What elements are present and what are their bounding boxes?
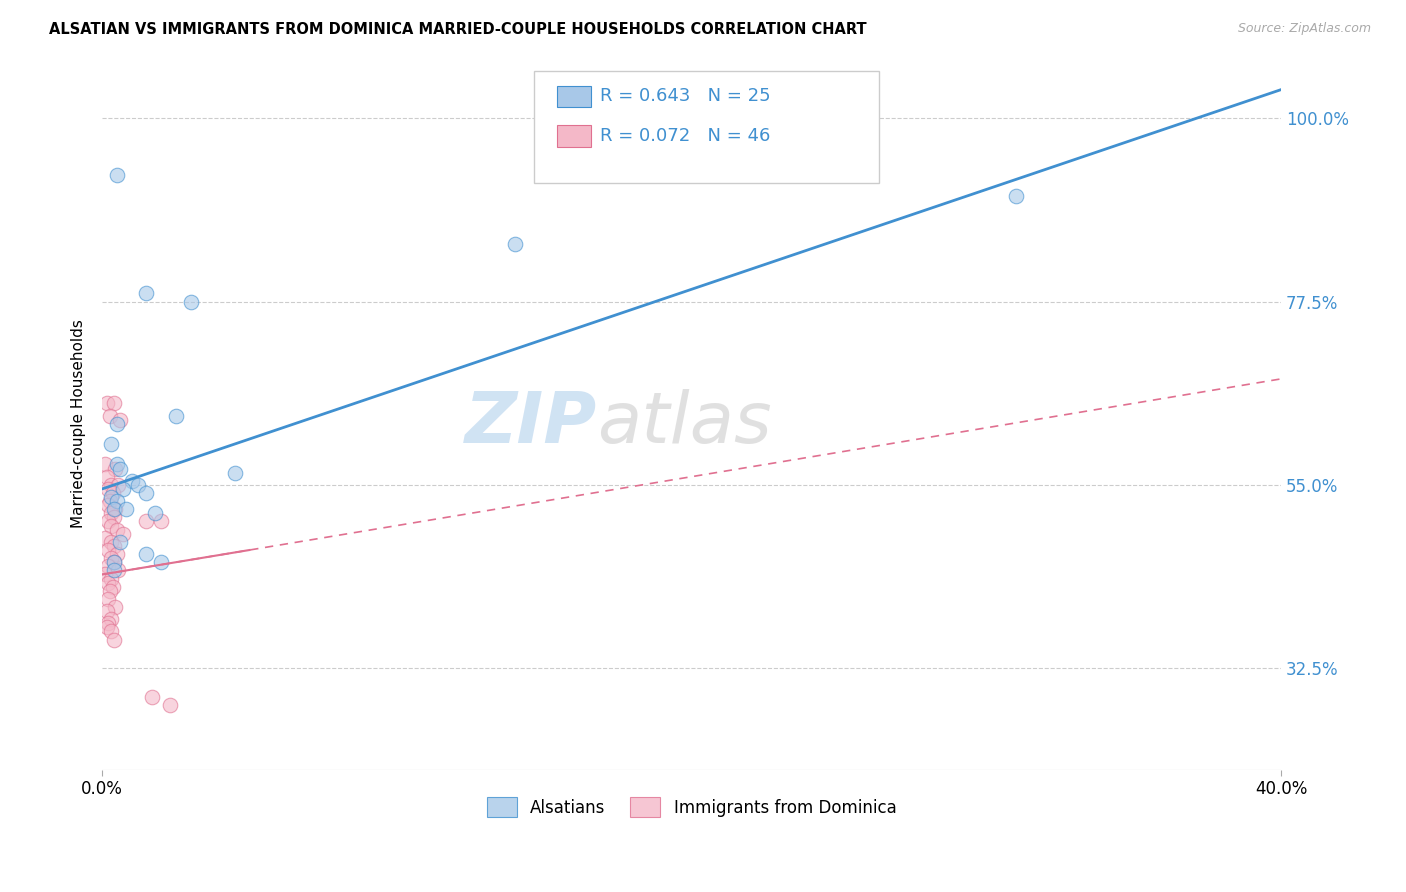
Point (108, 534, 131, 549)
Point (100, 572, 122, 586)
Point (105, 417, 128, 431)
Point (141, 690, 163, 704)
Point (150, 555, 173, 569)
Point (111, 526, 134, 541)
Point (103, 632, 125, 647)
Text: atlas: atlas (598, 389, 772, 458)
Point (103, 555, 125, 569)
Point (98, 583, 121, 598)
Point (135, 486, 157, 500)
Point (105, 168, 128, 182)
Point (1004, 188, 1026, 202)
Point (150, 515, 173, 529)
Point (104, 461, 127, 475)
Point (97, 498, 120, 512)
Point (97, 575, 120, 590)
Point (103, 563, 125, 577)
Point (103, 502, 125, 516)
Point (100, 612, 122, 626)
Point (135, 547, 157, 561)
Point (94, 458, 117, 472)
Point (96, 469, 118, 483)
Point (100, 551, 122, 566)
Point (105, 458, 128, 472)
Point (503, 237, 526, 252)
Point (105, 494, 128, 508)
Point (114, 502, 136, 516)
Point (107, 563, 129, 577)
Point (159, 698, 181, 712)
Point (96, 604, 118, 618)
Point (96, 620, 118, 634)
Point (100, 478, 122, 492)
Text: R = 0.643   N = 25: R = 0.643 N = 25 (600, 87, 770, 105)
Point (105, 523, 128, 537)
Point (108, 412, 131, 426)
Point (103, 539, 125, 553)
Point (100, 624, 122, 639)
Point (107, 478, 129, 492)
Point (121, 474, 143, 488)
Point (96, 396, 118, 410)
Text: R = 0.072   N = 46: R = 0.072 N = 46 (600, 127, 770, 145)
Point (94, 531, 117, 545)
Point (135, 286, 157, 301)
Point (135, 515, 157, 529)
Point (100, 518, 122, 533)
Point (103, 510, 125, 524)
Legend: Alsatians, Immigrants from Dominica: Alsatians, Immigrants from Dominica (479, 790, 903, 824)
Point (101, 580, 124, 594)
Point (100, 506, 122, 520)
Point (100, 437, 122, 451)
Point (97, 591, 120, 606)
Point (100, 490, 122, 504)
Point (224, 466, 246, 480)
Point (97, 559, 120, 574)
Point (111, 482, 134, 496)
Point (103, 396, 125, 410)
Point (165, 409, 187, 423)
Text: Source: ZipAtlas.com: Source: ZipAtlas.com (1237, 22, 1371, 36)
Point (103, 555, 125, 569)
Point (180, 294, 202, 309)
Point (100, 534, 122, 549)
Point (127, 478, 149, 492)
Point (101, 486, 124, 500)
Point (104, 600, 127, 615)
Point (108, 461, 131, 475)
Point (105, 547, 128, 561)
Point (97, 543, 120, 558)
Text: ALSATIAN VS IMMIGRANTS FROM DOMINICA MARRIED-COUPLE HOUSEHOLDS CORRELATION CHART: ALSATIAN VS IMMIGRANTS FROM DOMINICA MAR… (49, 22, 868, 37)
Point (97, 515, 120, 529)
Point (97, 482, 120, 496)
Point (104, 502, 127, 516)
Point (98, 409, 121, 423)
Point (98, 494, 121, 508)
Y-axis label: Married-couple Households: Married-couple Households (72, 319, 86, 528)
Text: ZIP: ZIP (465, 389, 598, 458)
Point (97, 616, 120, 631)
Point (143, 506, 166, 520)
Point (94, 567, 117, 582)
